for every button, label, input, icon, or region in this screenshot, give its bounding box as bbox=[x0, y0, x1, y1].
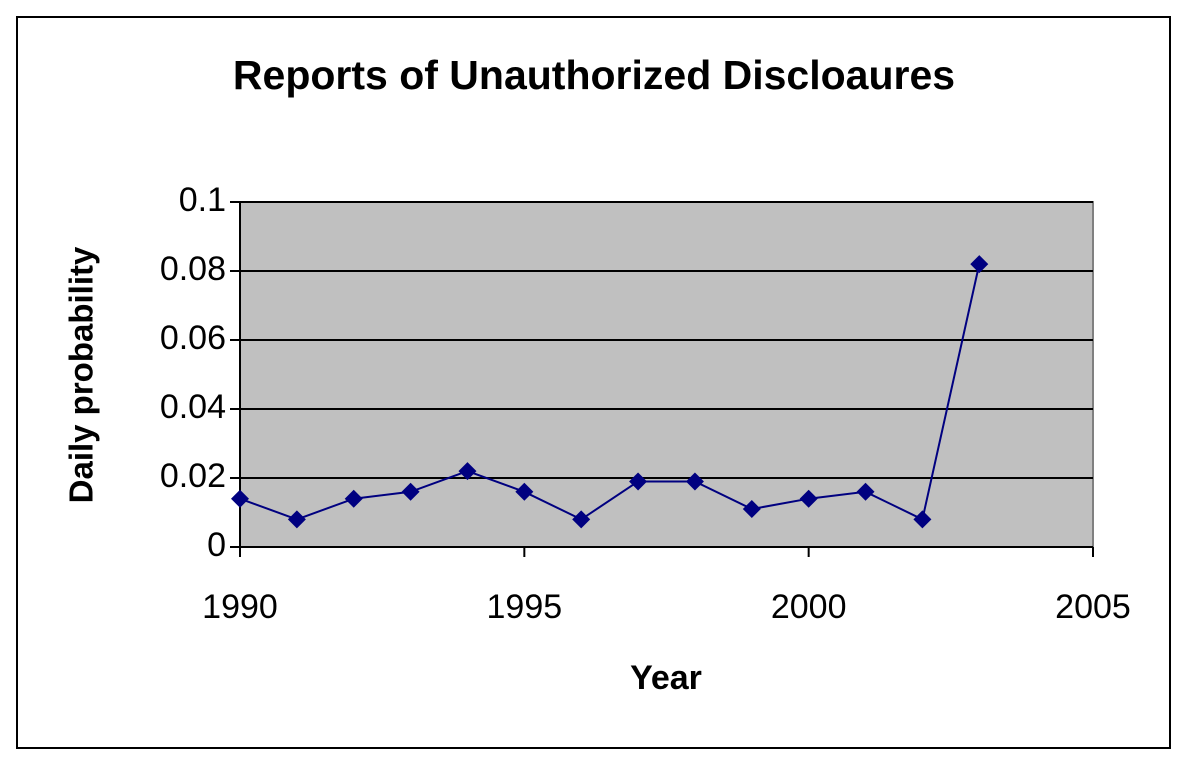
chart-title: Reports of Unauthorized Discloaures bbox=[233, 52, 955, 98]
y-tick-label: 0.06 bbox=[160, 319, 226, 357]
y-tick-label: 0.04 bbox=[160, 388, 226, 426]
data-marker bbox=[458, 462, 477, 481]
y-tick-label: 0.1 bbox=[179, 181, 226, 219]
plot-area bbox=[239, 201, 1094, 548]
data-marker bbox=[970, 255, 989, 274]
x-axis-label: Year bbox=[630, 659, 702, 697]
y-tick-label: 0.02 bbox=[160, 457, 226, 495]
data-marker bbox=[401, 482, 420, 501]
data-line bbox=[239, 263, 981, 521]
y-axis-label: Daily probability bbox=[63, 246, 100, 503]
data-marker bbox=[799, 489, 818, 508]
data-marker bbox=[856, 482, 875, 501]
data-marker bbox=[629, 472, 648, 491]
data-marker bbox=[742, 500, 761, 519]
x-tick-label: 2000 bbox=[771, 588, 847, 626]
data-marker bbox=[913, 510, 932, 529]
data-marker bbox=[515, 482, 534, 501]
x-tick-label: 1990 bbox=[202, 588, 278, 626]
x-tick-label: 2005 bbox=[1055, 588, 1131, 626]
data-marker bbox=[572, 510, 591, 529]
data-marker bbox=[231, 489, 249, 508]
data-marker bbox=[287, 510, 306, 529]
data-marker bbox=[685, 472, 704, 491]
data-marker bbox=[344, 489, 363, 508]
y-tick-label: 0.08 bbox=[160, 250, 226, 288]
y-tick-label: 0 bbox=[207, 526, 226, 564]
x-tick-label: 1995 bbox=[487, 588, 563, 626]
